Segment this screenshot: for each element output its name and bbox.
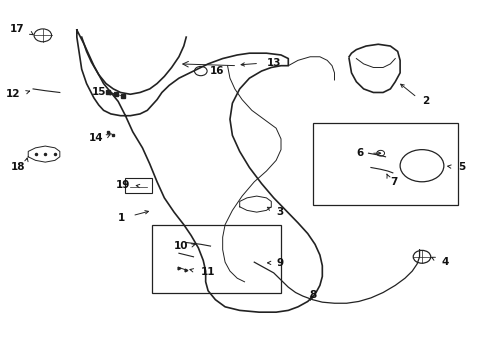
Text: 15: 15 [91,87,106,98]
Text: 18: 18 [10,162,25,172]
Text: 10: 10 [174,241,188,251]
Bar [125,178,152,193]
Text: 5: 5 [458,162,465,172]
Text: 7: 7 [389,177,397,187]
Bar [152,225,281,293]
Text: 12: 12 [5,89,20,99]
Text: 2: 2 [421,96,428,107]
Text: 1: 1 [118,212,125,222]
Text: 19: 19 [116,180,130,190]
Text: 13: 13 [266,58,280,68]
Text: 17: 17 [10,24,25,34]
Text: 11: 11 [201,267,215,277]
Text: 8: 8 [308,290,316,300]
Text: 9: 9 [276,258,283,268]
Text: 4: 4 [441,257,448,267]
Bar [312,123,458,205]
Text: 14: 14 [89,133,103,143]
Text: 6: 6 [356,148,363,158]
Text: 16: 16 [209,66,224,76]
Text: 3: 3 [276,207,283,217]
